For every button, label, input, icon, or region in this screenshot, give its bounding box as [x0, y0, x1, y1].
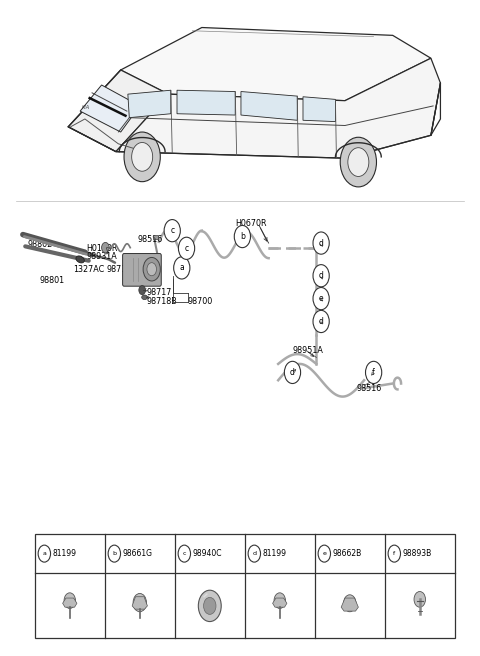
Text: 98951A: 98951A — [292, 346, 324, 356]
Text: a: a — [42, 551, 46, 556]
Circle shape — [124, 132, 160, 182]
Circle shape — [365, 361, 382, 384]
Text: 98801: 98801 — [39, 276, 65, 285]
Polygon shape — [80, 85, 140, 132]
Circle shape — [313, 232, 329, 254]
Text: d: d — [319, 239, 324, 247]
Polygon shape — [241, 92, 297, 120]
Circle shape — [133, 594, 146, 612]
Text: a: a — [180, 264, 184, 272]
Circle shape — [414, 592, 425, 607]
Text: c: c — [184, 244, 189, 253]
Text: 81199: 81199 — [263, 549, 287, 558]
Circle shape — [164, 220, 180, 242]
Text: 98713: 98713 — [107, 265, 132, 274]
Text: 98516: 98516 — [357, 384, 382, 392]
Polygon shape — [177, 91, 235, 115]
Text: d: d — [319, 317, 324, 326]
Circle shape — [38, 545, 50, 562]
Polygon shape — [303, 96, 336, 121]
Text: H0160R: H0160R — [86, 244, 118, 253]
Circle shape — [198, 590, 221, 621]
Polygon shape — [341, 598, 359, 611]
Text: f: f — [393, 551, 396, 556]
Circle shape — [344, 595, 356, 612]
Text: 98940C: 98940C — [193, 549, 222, 558]
Polygon shape — [120, 28, 431, 100]
Circle shape — [174, 256, 190, 279]
Text: f: f — [372, 368, 375, 377]
Text: c: c — [182, 551, 186, 556]
Text: KIA: KIA — [82, 105, 90, 110]
Text: d: d — [319, 271, 324, 280]
Text: 1327AC: 1327AC — [73, 265, 104, 274]
Text: 81199: 81199 — [53, 549, 77, 558]
Polygon shape — [132, 597, 147, 609]
Text: 98931A: 98931A — [86, 252, 117, 260]
Text: 98700: 98700 — [188, 297, 213, 306]
Circle shape — [139, 285, 145, 295]
Bar — [153, 235, 158, 239]
FancyBboxPatch shape — [122, 253, 161, 286]
Ellipse shape — [76, 256, 84, 263]
Text: 98718B: 98718B — [147, 297, 178, 306]
Bar — [35, 534, 455, 638]
Circle shape — [388, 545, 400, 562]
Text: 98661G: 98661G — [123, 549, 153, 558]
Text: d: d — [252, 551, 256, 556]
Circle shape — [248, 545, 261, 562]
Circle shape — [313, 264, 329, 287]
Polygon shape — [128, 91, 171, 117]
Circle shape — [64, 593, 75, 609]
Circle shape — [204, 598, 216, 615]
Circle shape — [313, 310, 329, 333]
Text: H0670R: H0670R — [235, 219, 267, 228]
Circle shape — [178, 545, 191, 562]
Circle shape — [143, 257, 160, 281]
Circle shape — [274, 593, 286, 609]
Circle shape — [179, 237, 195, 259]
Circle shape — [348, 148, 369, 176]
Polygon shape — [62, 598, 77, 607]
Polygon shape — [116, 58, 441, 158]
Circle shape — [132, 142, 153, 171]
Polygon shape — [68, 70, 168, 152]
Text: e: e — [323, 551, 326, 556]
Circle shape — [147, 262, 156, 276]
Text: 98802: 98802 — [28, 240, 53, 249]
Circle shape — [313, 287, 329, 310]
Circle shape — [108, 545, 120, 562]
Circle shape — [318, 545, 331, 562]
Text: b: b — [240, 232, 245, 241]
Text: 98893B: 98893B — [403, 549, 432, 558]
Circle shape — [284, 361, 300, 384]
Text: c: c — [170, 226, 174, 235]
Text: b: b — [112, 551, 116, 556]
Circle shape — [234, 226, 251, 248]
Text: d: d — [290, 368, 295, 377]
Text: 98516: 98516 — [137, 236, 163, 244]
Circle shape — [102, 243, 109, 253]
Text: 98662B: 98662B — [333, 549, 362, 558]
Text: e: e — [319, 294, 324, 303]
Polygon shape — [273, 598, 287, 607]
Circle shape — [340, 137, 376, 187]
Text: 98717: 98717 — [147, 287, 172, 297]
Ellipse shape — [142, 295, 147, 300]
